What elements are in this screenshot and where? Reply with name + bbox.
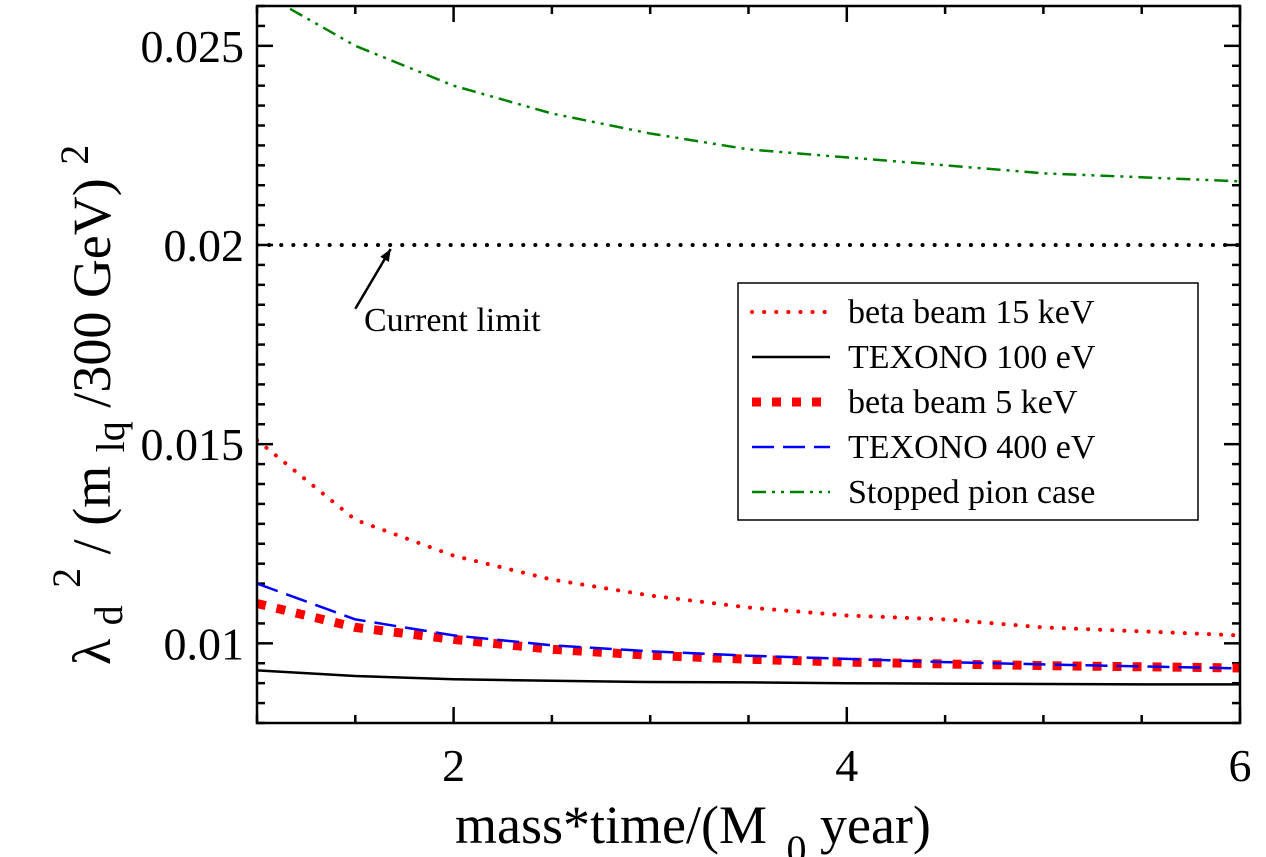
x-axis-title-end: year) [820, 795, 931, 855]
series-layer [257, 6, 1240, 686]
y-tick-label: 0.015 [141, 419, 245, 470]
plot-frame [255, 4, 1242, 725]
legend: beta beam 15 keV TEXONO 100 eV beta beam 5… [737, 282, 1199, 521]
legend-label: beta beam 5 keV [848, 384, 1078, 421]
x-tick-label: 6 [1229, 740, 1252, 791]
y-axis-title-tail: /300 GeV) [62, 178, 122, 407]
x-tick-label: 4 [835, 740, 858, 791]
legend-entries: beta beam 15 keV TEXONO 100 eV beta beam 5… [750, 294, 1096, 511]
y-axis-title-lambda-sup: 2 [44, 568, 89, 588]
current-limit-annotation: Current limit [354, 248, 541, 339]
y-tick-label: 0.025 [141, 21, 245, 72]
tick-labels: 2 4 6 0.01 0.015 0.02 0.025 [141, 21, 1252, 791]
legend-label: beta beam 15 keV [848, 294, 1095, 331]
series-line-3 [257, 582, 1240, 670]
x-axis-title: mass*time/(M 0 year) [455, 795, 931, 857]
legend-label: Stopped pion case [848, 474, 1095, 511]
legend-label: TEXONO 400 eV [848, 429, 1096, 466]
x-axis-title-sub: 0 [786, 827, 806, 857]
y-axis-title-mid: / (m [62, 466, 122, 555]
series-line-4 [282, 6, 1240, 183]
y-axis-title-mid-sub: lq [88, 421, 133, 452]
x-tick-label: 2 [442, 740, 465, 791]
series-line-0 [257, 438, 1240, 638]
annotation-label: Current limit [364, 302, 541, 339]
annotation-arrow-head [380, 248, 391, 262]
y-tick-label: 0.01 [164, 618, 245, 669]
series-line-1 [257, 669, 1240, 686]
y-axis-title-lambda-sub: d [86, 605, 131, 625]
y-axis-title: λ d 2 / (m lq /300 GeV) 2 [32, 145, 136, 665]
y-axis-title-lambda: λ [62, 639, 122, 665]
x-axis-title-main: mass*time/(M [455, 795, 767, 855]
y-axis-title-tail-sup: 2 [52, 145, 97, 165]
y-tick-label: 0.02 [164, 220, 245, 271]
legend-label: TEXONO 100 eV [848, 339, 1096, 376]
